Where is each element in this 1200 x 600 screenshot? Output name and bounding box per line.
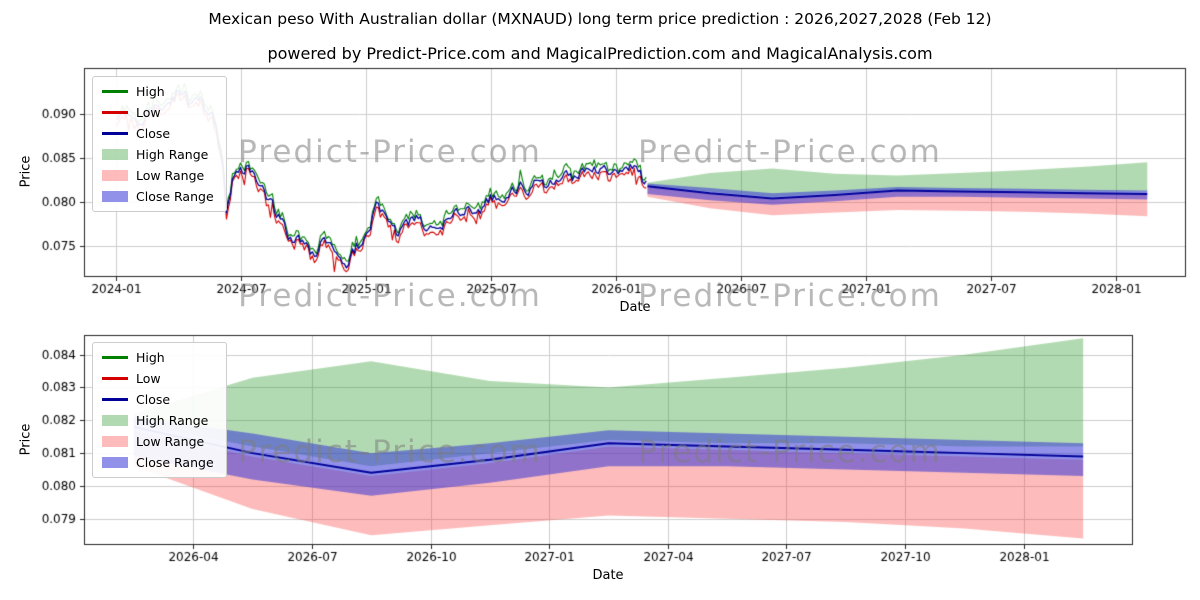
legend-item-close-range: Close Range bbox=[102, 188, 214, 205]
legend-patch-swatch bbox=[102, 457, 128, 468]
legend-line-swatch bbox=[102, 377, 128, 380]
bottom-x-axis-label: Date bbox=[592, 568, 624, 583]
legend-item-high: High bbox=[102, 83, 214, 100]
legend-item-close: Close bbox=[102, 391, 214, 408]
legend-item-high: High bbox=[102, 349, 214, 366]
legend-line-swatch bbox=[102, 111, 128, 114]
legend-patch-swatch bbox=[102, 436, 128, 447]
legend-item-high-range: High Range bbox=[102, 412, 214, 429]
legend-item-high-range: High Range bbox=[102, 146, 214, 163]
legend-item-low-range: Low Range bbox=[102, 433, 214, 450]
page-title: Mexican peso With Australian dollar (MXN… bbox=[208, 10, 992, 28]
legend-label: High Range bbox=[136, 147, 209, 162]
legend-patch-swatch bbox=[102, 170, 128, 181]
legend-label: Low Range bbox=[136, 168, 205, 183]
legend-label: Close bbox=[136, 392, 171, 407]
bottom-legend: High Low Close High Range Low Range Close Ran… bbox=[92, 342, 227, 478]
legend-label: Close Range bbox=[136, 189, 214, 204]
top-x-axis-label: Date bbox=[619, 300, 651, 315]
top-y-axis-label: Price bbox=[18, 155, 34, 188]
legend-line-swatch bbox=[102, 356, 128, 359]
legend-patch-swatch bbox=[102, 415, 128, 426]
legend-item-low-range: Low Range bbox=[102, 167, 214, 184]
legend-item-close: Close bbox=[102, 125, 214, 142]
legend-label: High bbox=[136, 350, 165, 365]
legend-label: High Range bbox=[136, 413, 209, 428]
legend-label: Close Range bbox=[136, 455, 214, 470]
legend-line-swatch bbox=[102, 90, 128, 93]
page-subtitle: powered by Predict-Price.com and Magical… bbox=[267, 44, 933, 63]
legend-line-swatch bbox=[102, 398, 128, 401]
legend-line-swatch bbox=[102, 132, 128, 135]
legend-label: Close bbox=[136, 126, 171, 141]
legend-label: Low bbox=[136, 371, 161, 386]
legend-label: Low bbox=[136, 105, 161, 120]
top-legend: High Low Close High Range Low Range Close Ran… bbox=[92, 76, 227, 212]
legend-item-close-range: Close Range bbox=[102, 454, 214, 471]
legend-label: Low Range bbox=[136, 434, 205, 449]
legend-patch-swatch bbox=[102, 191, 128, 202]
legend-item-low: Low bbox=[102, 370, 214, 387]
legend-label: High bbox=[136, 84, 165, 99]
bottom-y-axis-label: Price bbox=[18, 423, 34, 456]
legend-patch-swatch bbox=[102, 149, 128, 160]
legend-item-low: Low bbox=[102, 104, 214, 121]
